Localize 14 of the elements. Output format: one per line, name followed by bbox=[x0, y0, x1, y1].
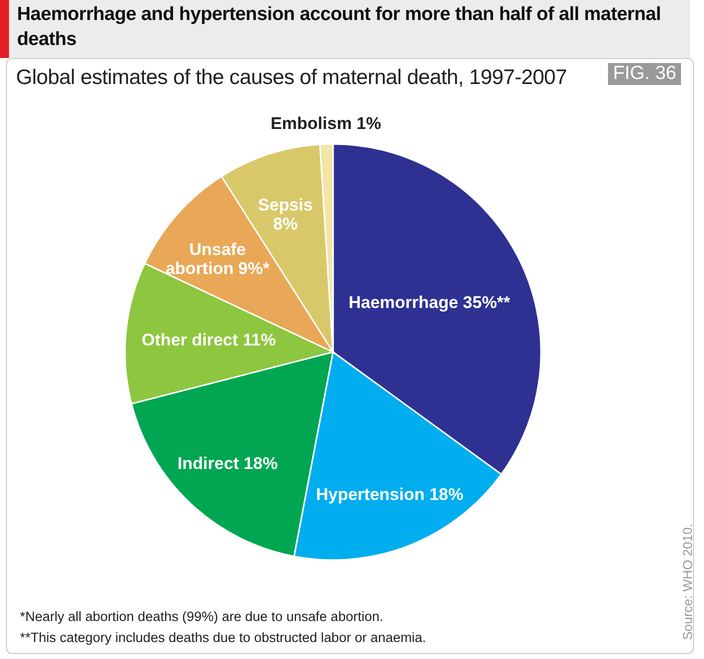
text: *Nearly all abortion deaths (99%) are due to unsafe abortion. bbox=[20, 608, 384, 626]
slice-label: Indirect 18% bbox=[178, 454, 278, 474]
text: **This category includes deaths due to obstructed labor or anaemia. bbox=[20, 629, 426, 647]
caption: FIG. 36 bbox=[608, 63, 682, 85]
source-note: Source: WHO 2010. bbox=[680, 524, 695, 640]
slice-label: Embolism 1% bbox=[270, 114, 382, 134]
chart-subtitle: Global estimates of the causes of maternal death, 1997-2007 bbox=[16, 66, 567, 90]
slice-label: Hypertension 18% bbox=[316, 485, 464, 504]
slice-label: Haemorrhage 35%** bbox=[348, 292, 511, 312]
slice-label: Sepsis bbox=[258, 196, 313, 215]
slice-label: Unsafe abortion 9%* bbox=[166, 240, 270, 278]
slice-label: Other direct 11% bbox=[142, 330, 276, 350]
data-label: 8% bbox=[273, 214, 298, 234]
chart-title: Haemorrhage and hypertension account for more than half of all maternal deaths bbox=[0, 0, 690, 58]
